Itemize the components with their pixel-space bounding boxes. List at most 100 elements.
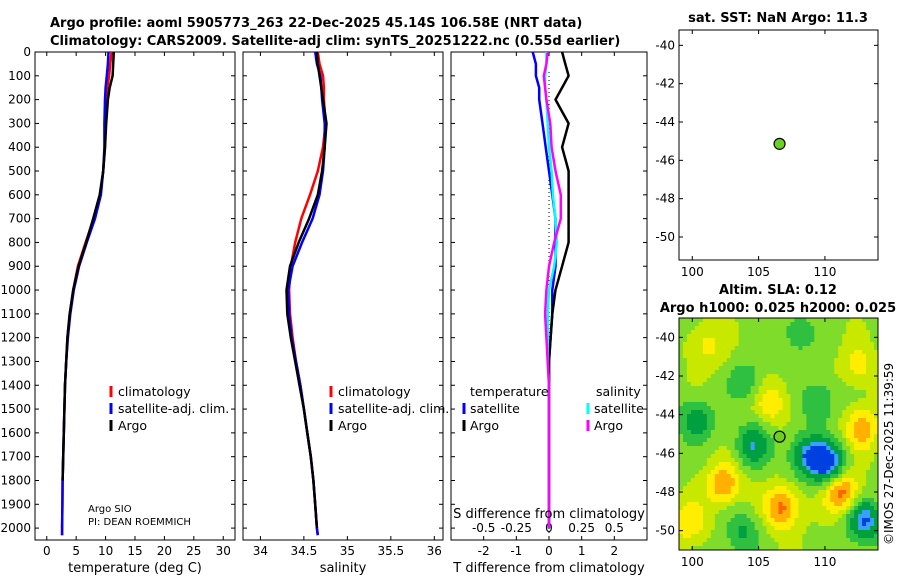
legend-label-climatology: climatology bbox=[338, 384, 411, 399]
sla-cell bbox=[694, 422, 700, 427]
sla-cell bbox=[738, 538, 744, 543]
sla-cell bbox=[846, 474, 851, 479]
sla-cell bbox=[850, 458, 855, 463]
sst-map[interactable]: 100 105 110-40-42-44-46-48-50 bbox=[655, 29, 879, 279]
sla-cell bbox=[834, 534, 839, 539]
sla-cell bbox=[726, 482, 732, 487]
title-line-1: Argo profile: aoml 5905773_263 22-Dec-20… bbox=[50, 16, 582, 31]
sla-cell bbox=[778, 378, 783, 383]
sla-cell bbox=[874, 422, 879, 427]
sla-cell bbox=[750, 330, 756, 335]
sla-cell bbox=[850, 354, 855, 359]
sla-cell bbox=[730, 346, 736, 351]
sla-cell bbox=[750, 342, 756, 347]
sla-cell bbox=[798, 522, 803, 527]
sla-cell bbox=[778, 506, 783, 511]
sla-cell bbox=[834, 414, 839, 419]
sla-cell bbox=[718, 322, 724, 327]
sla-cell bbox=[730, 534, 736, 539]
sla-cell bbox=[702, 330, 708, 335]
sla-cell bbox=[726, 374, 732, 379]
sla-cell bbox=[686, 386, 692, 391]
sla-cell bbox=[718, 474, 724, 479]
sla-cell bbox=[830, 514, 835, 519]
sla-cell bbox=[782, 498, 787, 503]
sla-cell bbox=[782, 406, 787, 411]
sla-cell bbox=[690, 438, 696, 443]
sla-cell bbox=[750, 518, 756, 523]
sla-cell bbox=[714, 518, 720, 523]
legend-label-s-argo: Argo bbox=[594, 418, 623, 433]
sla-cell bbox=[866, 522, 871, 527]
sla-cell bbox=[694, 414, 700, 419]
sla-cell bbox=[814, 318, 819, 323]
sla-cell bbox=[790, 498, 795, 503]
sla-cell bbox=[866, 498, 871, 503]
sla-cell bbox=[758, 402, 763, 407]
sla-cell bbox=[846, 338, 851, 343]
sla-cell bbox=[830, 358, 835, 363]
sla-cell bbox=[730, 338, 736, 343]
sla-cell bbox=[778, 514, 783, 519]
sla-cell bbox=[826, 370, 831, 375]
sla-cell bbox=[798, 378, 803, 383]
sla-cell bbox=[830, 338, 835, 343]
sla-cell bbox=[842, 346, 847, 351]
sla-cell bbox=[794, 526, 799, 531]
sla-cell bbox=[850, 334, 855, 339]
sla-cell bbox=[810, 374, 815, 379]
sla-cell bbox=[742, 506, 748, 511]
sla-cell bbox=[690, 502, 696, 507]
sla-cell bbox=[778, 386, 783, 391]
sla-cell bbox=[786, 446, 791, 451]
sla-cell bbox=[798, 350, 803, 355]
sla-cell bbox=[682, 482, 688, 487]
sla-cell bbox=[838, 538, 843, 543]
x-tick-label: 36 bbox=[427, 544, 442, 558]
imos-timestamp: ©IMOS 27-Dec-2025 11:39:59 bbox=[882, 363, 896, 545]
sla-cell bbox=[698, 538, 704, 543]
sla-cell bbox=[798, 478, 803, 483]
sla-cell bbox=[718, 510, 724, 515]
sla-map[interactable]: 100 105 110-40-42-44-46-48-50 bbox=[655, 317, 879, 569]
sla-cell bbox=[838, 446, 843, 451]
sla-cell bbox=[810, 334, 815, 339]
sla-cell bbox=[754, 390, 759, 395]
sla-cell bbox=[714, 358, 720, 363]
sla-cell bbox=[682, 462, 688, 467]
sla-cell bbox=[794, 450, 799, 455]
sla-cell bbox=[774, 478, 779, 483]
sla-cell bbox=[738, 414, 744, 419]
sla-cell bbox=[766, 346, 771, 351]
sla-cell bbox=[874, 418, 879, 423]
sla-cell bbox=[870, 318, 875, 323]
sla-cell bbox=[850, 490, 855, 495]
sla-cell bbox=[766, 514, 771, 519]
sla-cell bbox=[866, 374, 871, 379]
sla-cell bbox=[706, 426, 712, 431]
sla-cell bbox=[782, 546, 787, 551]
sla-cell bbox=[774, 350, 779, 355]
sla-cell bbox=[862, 414, 867, 419]
sla-cell bbox=[738, 534, 744, 539]
sla-cell bbox=[802, 466, 807, 471]
sla-cell bbox=[730, 470, 736, 475]
sla-cell bbox=[790, 342, 795, 347]
sla-cell bbox=[782, 486, 787, 491]
sla-cell bbox=[722, 422, 728, 427]
sla-cell bbox=[794, 330, 799, 335]
sla-cell bbox=[679, 422, 684, 427]
sla-cell bbox=[758, 510, 763, 515]
sla-cell bbox=[714, 462, 720, 467]
sla-cell bbox=[682, 538, 688, 543]
sla-cell bbox=[814, 446, 819, 451]
sla-cell bbox=[874, 394, 879, 399]
sla-cell bbox=[762, 458, 767, 463]
sla-cell bbox=[694, 390, 700, 395]
sla-cell bbox=[806, 538, 811, 543]
sla-cell bbox=[802, 394, 807, 399]
sla-cell bbox=[754, 446, 759, 451]
sla-cell bbox=[866, 362, 871, 367]
sla-cell bbox=[782, 390, 787, 395]
sla-cell bbox=[862, 390, 867, 395]
